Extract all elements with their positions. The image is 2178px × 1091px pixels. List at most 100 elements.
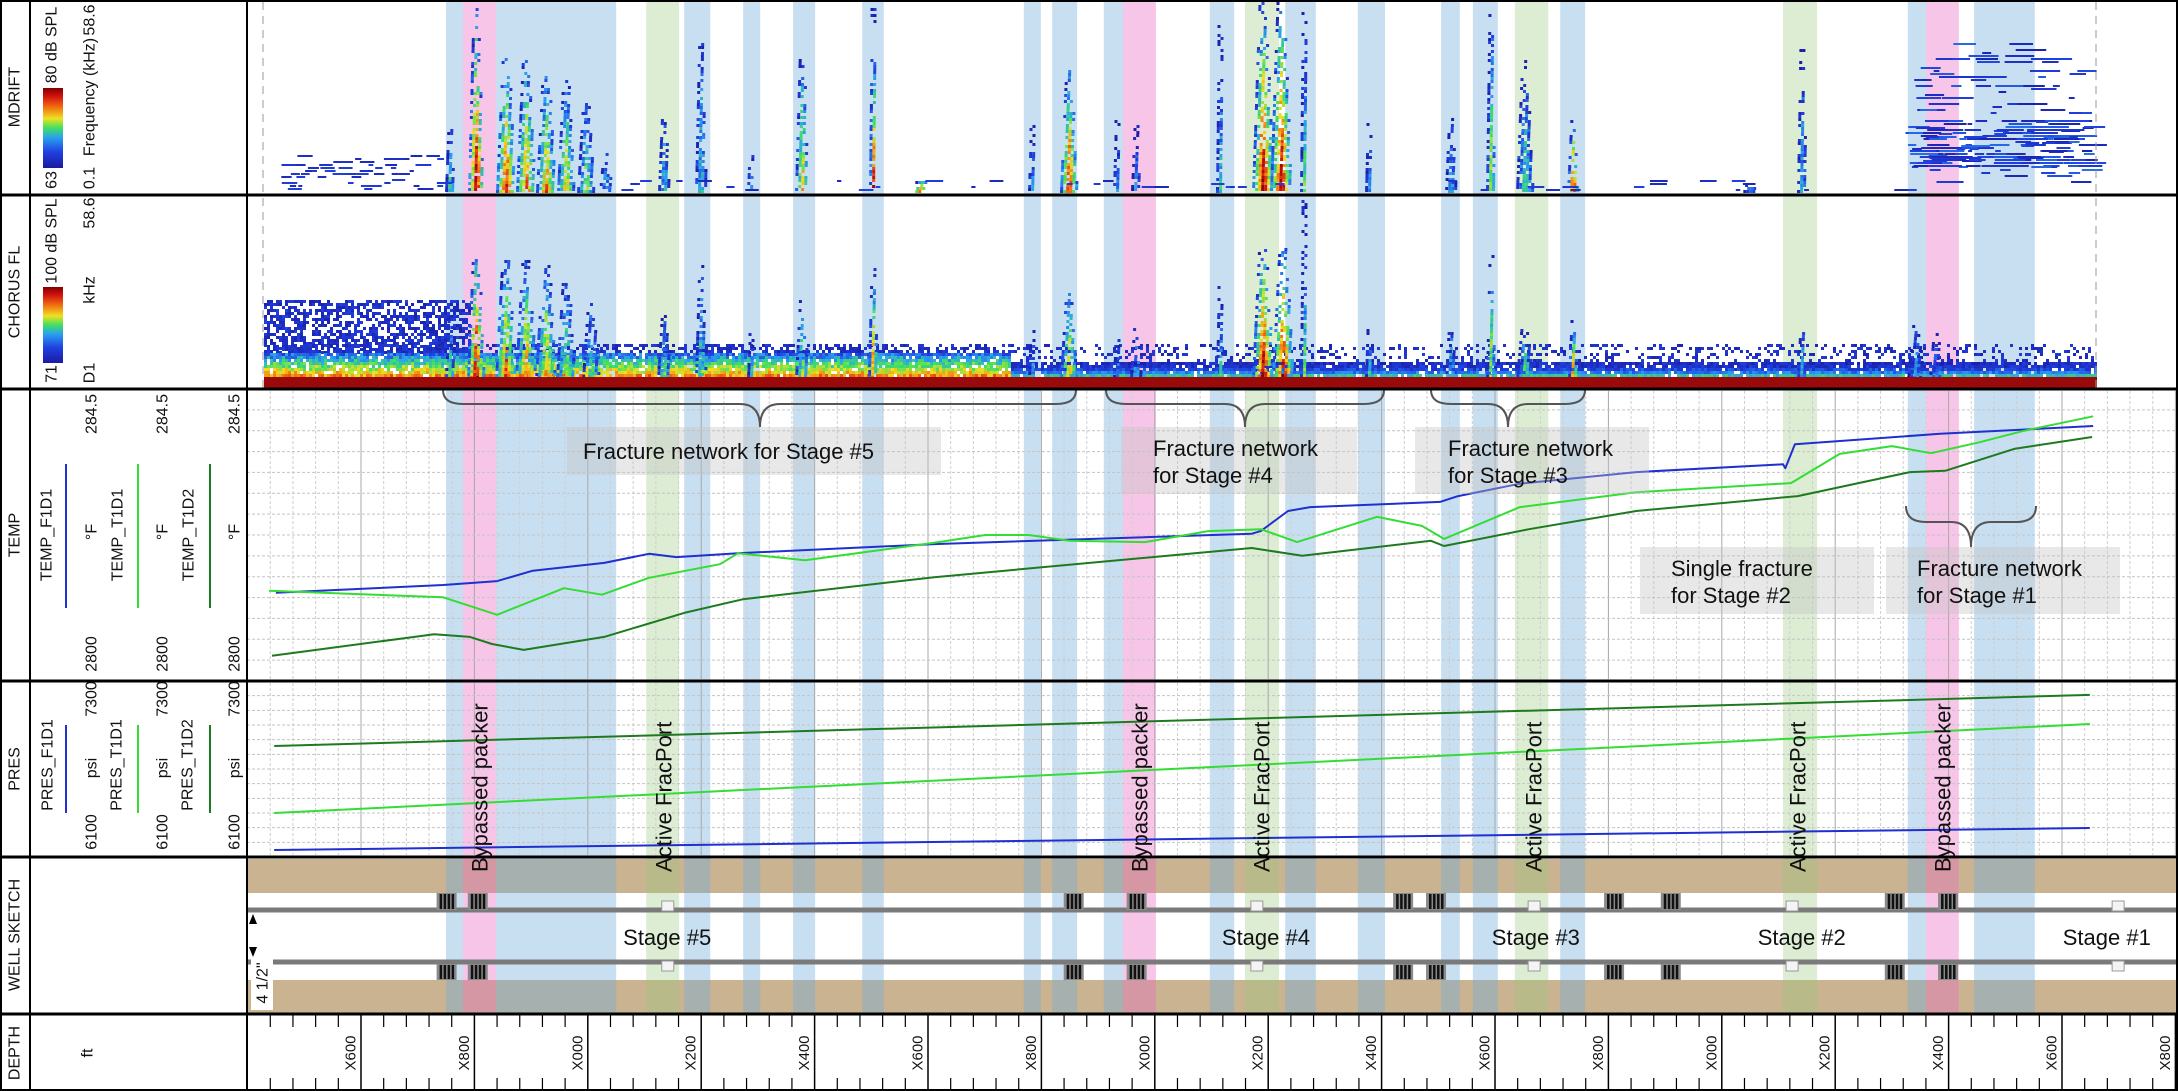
spectrogram-cell [858, 347, 861, 350]
spectrogram-cell [1533, 344, 1536, 347]
spectrogram-cell [869, 149, 873, 152]
spectrogram-cell [987, 347, 990, 350]
spectrogram-cell [2067, 356, 2070, 359]
spectrogram-cell [751, 158, 755, 161]
spectrogram-cell [456, 362, 459, 365]
spectrogram-cell [1371, 350, 1374, 353]
spectrogram-cell [471, 155, 475, 158]
spectrogram-cell [1668, 356, 1671, 359]
spectrogram-cell [1067, 148, 1071, 151]
spectrogram-cell [1132, 164, 1136, 167]
spectrogram-cell [375, 330, 378, 333]
spectrogram-cell [665, 155, 669, 158]
spectrogram-cell [1140, 344, 1143, 347]
spectrogram-cell [636, 362, 639, 365]
spectrogram-cell [1983, 350, 1986, 353]
spectrogram-cell [339, 362, 342, 365]
spectrogram-cell [1107, 353, 1110, 356]
spectrogram-cell [1650, 347, 1653, 350]
spectrogram-cell [589, 181, 593, 184]
spectrogram-cell [1374, 356, 1377, 359]
spectrogram-cell [1279, 164, 1283, 167]
spectrogram-cell [621, 359, 624, 362]
spectrogram-cell [1884, 347, 1887, 350]
spectrogram-cell [264, 339, 267, 342]
spectrogram-cell [528, 117, 532, 120]
spectrogram-cell [1967, 123, 1973, 125]
spectrogram-cell [587, 106, 591, 109]
spectrogram-cell [1519, 102, 1523, 105]
spectrogram-cell [1146, 344, 1149, 347]
spectrogram-cell [438, 324, 441, 327]
spectrogram-cell [903, 344, 906, 347]
spectrogram-cell [1113, 350, 1116, 353]
spectrogram-cell [1803, 145, 1807, 148]
spectrogram-cell [1032, 152, 1036, 155]
spectrogram-cell [597, 344, 600, 347]
spectrogram-cell [969, 344, 972, 347]
spectrogram-cell [548, 175, 552, 178]
spectrogram-cell [590, 160, 594, 163]
spectrogram-cell [711, 347, 714, 350]
spectrogram-cell [414, 342, 417, 345]
spectrogram-cell [639, 344, 642, 347]
spectrogram-cell [417, 342, 420, 345]
spectrogram-cell [453, 347, 456, 350]
spectrogram-cell [1258, 173, 1262, 176]
spectrogram-cell [538, 145, 542, 148]
spectrogram-cell [276, 327, 279, 330]
spectrogram-cell [954, 353, 957, 356]
spectrogram-cell [802, 152, 806, 155]
spectrogram-cell [1590, 353, 1593, 356]
spectrogram-cell [729, 350, 732, 353]
spectrogram-cell [567, 92, 571, 95]
spectrogram-cell [474, 161, 478, 164]
spectrogram-cell [1274, 143, 1278, 146]
spectrogram-cell [2042, 58, 2073, 60]
spectrogram-cell [1284, 119, 1288, 122]
spectrogram-cell [297, 347, 300, 350]
spectrogram-cell [1117, 150, 1121, 153]
spectrogram-cell [387, 344, 390, 347]
zone-band-blue [1907, 2, 1926, 1014]
spectrogram-cell [696, 362, 699, 365]
spectrogram-cell [1068, 130, 1072, 133]
spectrogram-cell [1216, 157, 1220, 160]
spectrogram-cell [1258, 5, 1262, 8]
spectrogram-cell [797, 95, 801, 98]
spectrogram-cell [306, 348, 309, 351]
spectrogram-cell [1750, 187, 1754, 190]
spectrogram-cell [869, 173, 873, 176]
spectrogram-cell [1933, 127, 1946, 129]
spectrogram-cell [369, 318, 372, 321]
spectrogram-cell [2031, 347, 2034, 350]
spectrogram-cell [1136, 134, 1140, 137]
spectrogram-cell [816, 356, 819, 359]
spectrogram-cell [654, 350, 657, 353]
spectrogram-cell [402, 315, 405, 318]
spectrogram-cell [1454, 181, 1458, 184]
spectrogram-cell [480, 350, 483, 353]
spectrogram-cell [918, 344, 921, 347]
spectrogram-cell [714, 344, 717, 347]
spectrogram-cell [687, 356, 690, 359]
spectrogram-cell [432, 327, 435, 330]
spectrogram-cell [1276, 8, 1280, 11]
spectrogram-cell [507, 130, 511, 133]
spectrogram-cell [474, 71, 477, 74]
spectrogram-cell [1695, 347, 1698, 350]
spectrogram-cell [765, 359, 768, 362]
spectrogram-cell [695, 169, 699, 172]
spectrogram-cell [592, 190, 596, 193]
spectrogram-cell [471, 161, 475, 164]
spectrogram-cell [1276, 92, 1280, 95]
spectrogram-cell [708, 356, 711, 359]
spectrogram-cell [1227, 359, 1230, 362]
spectrogram-cell [315, 359, 318, 362]
spectrogram-cell [410, 155, 421, 157]
spectrogram-cell [503, 148, 507, 151]
spectrogram-cell [801, 170, 805, 173]
spectrogram-cell [462, 347, 465, 350]
spectrogram-cell [392, 179, 406, 181]
spectrogram-cell [2004, 175, 2028, 177]
